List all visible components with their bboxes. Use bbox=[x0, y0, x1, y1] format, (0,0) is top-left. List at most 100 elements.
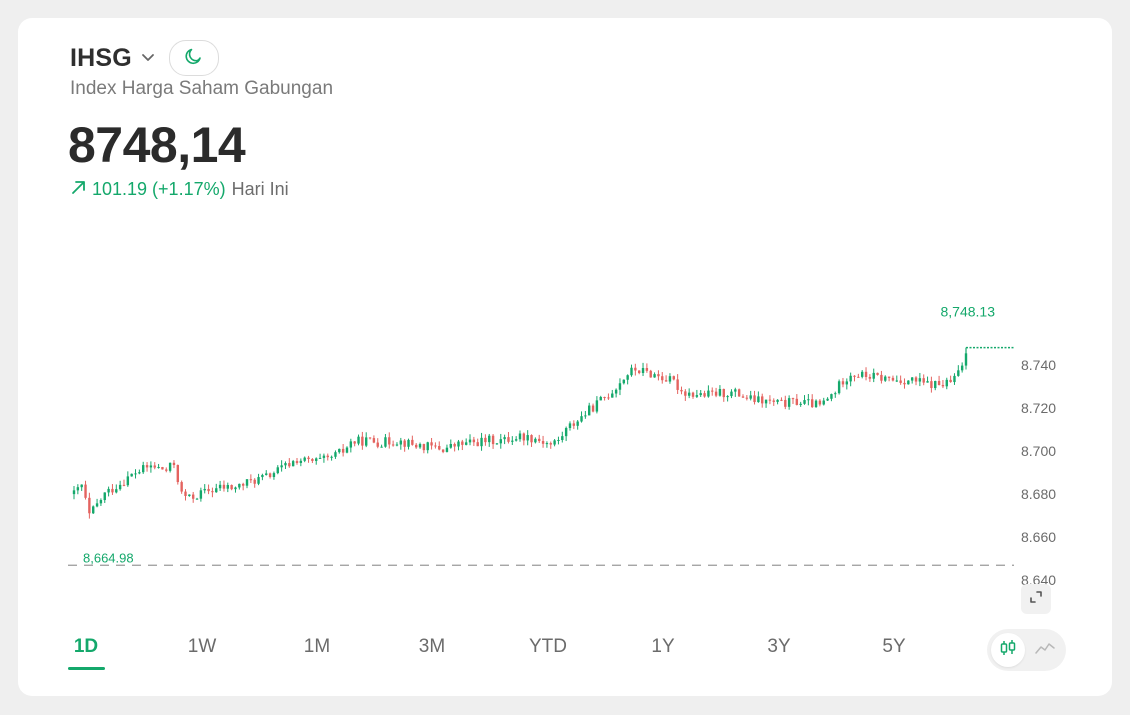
candlestick-view-button[interactable] bbox=[991, 633, 1025, 667]
candle-body bbox=[115, 489, 118, 493]
price-change: 101.19 (+1.17%) bbox=[92, 179, 226, 199]
candle-body bbox=[557, 440, 560, 442]
candle-body bbox=[326, 455, 329, 458]
tab-1w[interactable]: 1W bbox=[187, 636, 217, 657]
candle-body bbox=[514, 439, 518, 441]
last-price-label: 8,748.13 bbox=[941, 304, 996, 320]
candle-body bbox=[199, 490, 203, 499]
candle-body bbox=[161, 467, 164, 470]
candle-body bbox=[153, 465, 156, 468]
candle-body bbox=[780, 399, 783, 401]
candle-body bbox=[757, 396, 760, 403]
candle-body bbox=[922, 378, 925, 383]
candle-body bbox=[553, 440, 556, 445]
tab-3y[interactable]: 3Y bbox=[767, 636, 791, 657]
candle-body bbox=[380, 446, 383, 448]
candle-body bbox=[895, 380, 898, 382]
candle-body bbox=[607, 397, 610, 399]
tab-1m[interactable]: 1M bbox=[303, 636, 331, 657]
candle-body bbox=[507, 437, 510, 442]
candle-body bbox=[753, 395, 756, 403]
candle-body bbox=[468, 439, 472, 443]
candle-body bbox=[868, 376, 872, 379]
candle-body bbox=[953, 375, 956, 383]
candle-body bbox=[357, 436, 360, 444]
candle-body bbox=[622, 379, 626, 384]
tab-1y[interactable]: 1Y bbox=[651, 636, 675, 657]
candle-body bbox=[937, 380, 941, 385]
candle-body bbox=[761, 396, 764, 404]
candle-body bbox=[491, 435, 495, 445]
candle-body bbox=[784, 399, 787, 407]
candle-body bbox=[130, 473, 133, 477]
candle-body bbox=[834, 393, 837, 395]
candle-body bbox=[818, 400, 822, 405]
candle-body bbox=[776, 399, 779, 402]
candle-body bbox=[541, 441, 545, 444]
candle-body bbox=[188, 494, 191, 497]
candle-body bbox=[88, 497, 91, 514]
candle-body bbox=[218, 484, 222, 489]
candle-body bbox=[203, 488, 206, 491]
candle-body bbox=[191, 494, 195, 499]
y-tick-label: 8.700 bbox=[1021, 443, 1056, 459]
candle-body bbox=[668, 376, 672, 382]
candle-body bbox=[453, 443, 456, 447]
theme-toggle-button[interactable] bbox=[168, 40, 219, 76]
candle-body bbox=[430, 442, 433, 446]
candle-body bbox=[595, 400, 599, 412]
candle-body bbox=[837, 381, 841, 394]
candle-body bbox=[414, 444, 418, 448]
line-view-button[interactable] bbox=[1028, 633, 1062, 667]
y-tick-label: 8.720 bbox=[1021, 400, 1056, 416]
candle-body bbox=[814, 400, 818, 408]
price-chart[interactable]: 8.7408.7208.7008.6808.6608.6408,664.988,… bbox=[18, 18, 1112, 618]
candle-body bbox=[526, 435, 529, 441]
candle-body bbox=[334, 452, 337, 457]
candle-body bbox=[299, 460, 303, 463]
candle-body bbox=[545, 443, 549, 445]
candle-body bbox=[737, 389, 741, 397]
candle-body bbox=[338, 448, 341, 453]
candle-body bbox=[934, 380, 937, 389]
candle-body bbox=[764, 399, 768, 404]
candle-body bbox=[422, 444, 426, 451]
candle-body bbox=[384, 437, 387, 447]
candle-body bbox=[549, 443, 552, 445]
candle-body bbox=[426, 442, 429, 451]
candle-body bbox=[295, 461, 299, 463]
candle-body bbox=[126, 476, 130, 486]
candle-body bbox=[180, 482, 183, 492]
candle-body bbox=[280, 465, 283, 468]
candle-body bbox=[103, 492, 106, 501]
candle-body bbox=[484, 437, 487, 443]
candle-body bbox=[603, 397, 606, 399]
candle-body bbox=[111, 488, 114, 493]
change-period: Hari Ini bbox=[231, 179, 289, 199]
chevron-down-icon[interactable] bbox=[141, 50, 155, 68]
candle-body bbox=[288, 463, 291, 467]
tab-5y[interactable]: 5Y bbox=[882, 636, 906, 657]
tab-3m[interactable]: 3M bbox=[418, 636, 446, 657]
candle-body bbox=[518, 433, 522, 440]
candle-body bbox=[511, 440, 514, 442]
expand-chart-button[interactable] bbox=[1021, 584, 1051, 614]
candle-body bbox=[211, 491, 214, 493]
candle-body bbox=[680, 389, 683, 392]
candle-body bbox=[722, 388, 725, 398]
tab-ytd[interactable]: YTD bbox=[529, 636, 567, 657]
ticker-symbol[interactable]: IHSG bbox=[70, 43, 132, 72]
candle-body bbox=[884, 376, 887, 381]
candle-body bbox=[522, 433, 526, 441]
candle-body bbox=[272, 473, 276, 478]
tab-1d[interactable]: 1D bbox=[73, 636, 99, 657]
candle-body bbox=[176, 465, 180, 483]
candle-body bbox=[538, 438, 541, 442]
candle-body bbox=[572, 423, 576, 426]
candle-body bbox=[964, 353, 968, 366]
candle-body bbox=[238, 483, 241, 488]
arrow-up-right-icon bbox=[70, 178, 88, 201]
candle-body bbox=[322, 455, 326, 458]
candle-body bbox=[907, 380, 910, 385]
ticker-row: IHSG bbox=[70, 40, 219, 76]
